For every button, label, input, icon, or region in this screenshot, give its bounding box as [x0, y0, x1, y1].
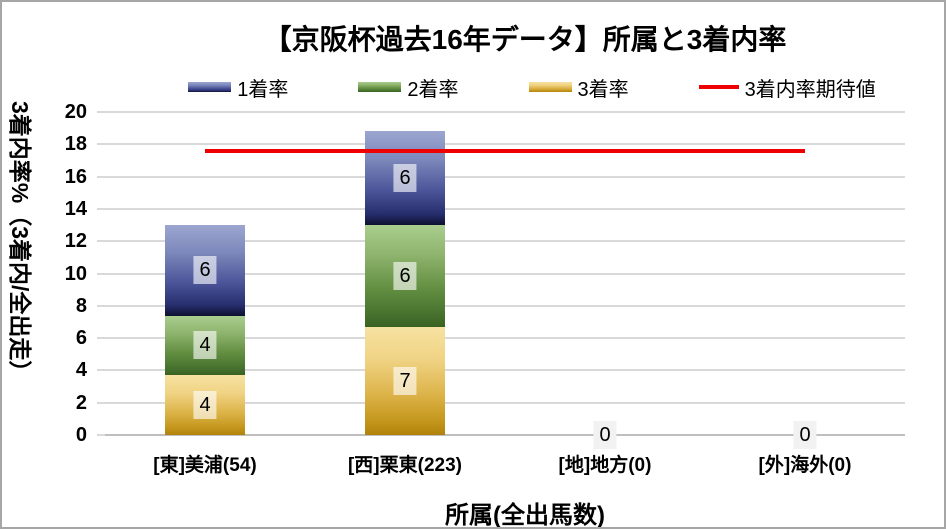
y-tick-mark — [97, 143, 105, 146]
y-tick-label: 18 — [64, 133, 87, 156]
y-tick-mark — [97, 272, 105, 275]
legend-item-2着率: 2着率 — [358, 73, 459, 102]
y-tick-label: 12 — [64, 230, 87, 253]
chart-title: 【京阪杯過去16年データ】所属と3着内率 — [263, 24, 787, 55]
legend-item-1着率: 1着率 — [188, 73, 288, 102]
legend-label: 1着率 — [237, 78, 289, 101]
zero-data-label: 0 — [793, 421, 817, 449]
bar-data-label: 7 — [393, 366, 417, 395]
y-tick-mark — [97, 240, 105, 243]
y-tick-mark — [97, 304, 105, 307]
y-gridline — [105, 272, 905, 275]
y-tick-label: 4 — [75, 359, 87, 382]
x-category-label: [西]栗東(223) — [347, 455, 462, 476]
legend-item-3着内率期待値: 3着内率期待値 — [698, 73, 876, 102]
y-tick-label: 10 — [64, 262, 87, 285]
y-tick-mark — [97, 434, 105, 436]
y-gridline — [105, 111, 905, 113]
y-tick-label: 20 — [64, 101, 87, 123]
y-gridline — [105, 240, 905, 243]
y-tick-mark — [97, 401, 105, 404]
y-axis-title: 3着内率%（3着内/全出走） — [7, 101, 33, 384]
y-tick-label: 16 — [64, 165, 87, 188]
y-gridline — [105, 304, 905, 307]
x-axis-title: 所属(全出馬数) — [445, 502, 605, 529]
legend-label: 3着率 — [577, 78, 629, 101]
y-tick-label: 0 — [75, 424, 87, 446]
y-gridline — [105, 143, 905, 146]
y-tick-mark — [97, 337, 105, 340]
y-tick-mark — [97, 369, 105, 372]
expected-value-line — [205, 148, 805, 153]
y-gridline — [105, 401, 905, 404]
legend-color-swatch-icon — [188, 82, 232, 92]
plot-area: 4 4 6 7 6 6 0 0 — [105, 111, 905, 449]
y-gridline — [105, 337, 905, 340]
y-gridline — [105, 369, 905, 372]
legend-label: 3着内率期待値 — [744, 78, 876, 101]
bar-data-label: 6 — [393, 164, 417, 193]
y-tick-mark — [97, 207, 105, 210]
x-axis-line — [105, 434, 905, 436]
y-tick-label: 8 — [75, 294, 87, 317]
y-tick-mark — [97, 175, 105, 178]
y-tick-label: 6 — [75, 327, 87, 350]
y-gridline — [105, 175, 905, 178]
legend-color-swatch-icon — [528, 82, 572, 92]
y-tick-label: 14 — [64, 197, 87, 220]
legend-label: 2着率 — [407, 78, 459, 101]
bar-data-label: 6 — [393, 261, 417, 290]
y-tick-mark — [97, 111, 105, 113]
x-category-label: [外]海外(0) — [758, 455, 852, 476]
y-tick-label: 2 — [75, 391, 87, 414]
zero-data-label: 0 — [593, 421, 617, 449]
bar-data-label: 4 — [193, 331, 217, 360]
legend-item-3着率: 3着率 — [528, 73, 629, 102]
bar-data-label: 4 — [193, 391, 217, 420]
x-category-label: [東]美浦(54) — [153, 455, 257, 476]
legend-color-swatch-icon — [358, 82, 402, 92]
legend-line-swatch-icon — [698, 85, 739, 89]
bar-data-label: 6 — [193, 256, 217, 285]
x-category-label: [地]地方(0) — [558, 455, 652, 476]
y-gridline — [105, 207, 905, 210]
legend: 1着率 2着率 3着率 3着内率期待値 — [152, 72, 912, 102]
